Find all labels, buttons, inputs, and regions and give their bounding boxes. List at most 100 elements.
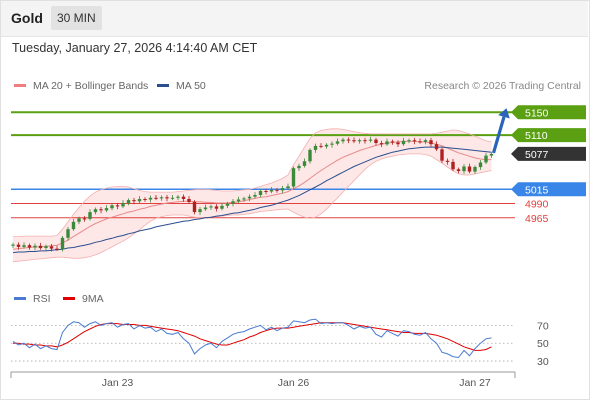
candle-body bbox=[390, 141, 395, 143]
candle-body bbox=[198, 209, 202, 213]
candle-body bbox=[60, 237, 65, 250]
candle-body bbox=[110, 205, 114, 209]
candle-body bbox=[176, 196, 180, 198]
candle-body bbox=[308, 149, 312, 162]
candle-body bbox=[330, 143, 334, 145]
legend-rsi-label: RSI bbox=[33, 293, 51, 305]
level-label-5015: 5015 bbox=[525, 184, 549, 196]
ma50-line bbox=[12, 146, 492, 254]
candles bbox=[11, 136, 494, 252]
candle-body bbox=[297, 165, 301, 169]
candle-body bbox=[181, 196, 186, 199]
candle-body bbox=[242, 198, 246, 200]
bollinger-band-fill bbox=[13, 128, 492, 262]
candle-body bbox=[313, 145, 318, 150]
candle-body bbox=[352, 140, 356, 142]
candle-body bbox=[88, 212, 92, 219]
candle-body bbox=[379, 143, 384, 145]
candle-body bbox=[286, 186, 290, 189]
legend-ma50-label: MA 50 bbox=[176, 80, 206, 92]
candle-body bbox=[11, 244, 15, 246]
candle-body bbox=[412, 140, 417, 142]
candle-body bbox=[374, 139, 378, 143]
candle-body bbox=[451, 161, 455, 170]
candle-body bbox=[401, 140, 406, 145]
x-tick-label: Jan 26 bbox=[278, 377, 310, 389]
candle-body bbox=[159, 197, 164, 199]
candle-body bbox=[115, 205, 120, 207]
candle-body bbox=[467, 166, 472, 172]
x-tick-label: Jan 27 bbox=[459, 377, 491, 389]
rsi-swatch bbox=[14, 296, 26, 300]
forecast-arrow-shaft bbox=[491, 116, 506, 154]
candle-body bbox=[192, 201, 197, 213]
candle-body bbox=[269, 189, 274, 192]
header-bar: Gold 30 MIN bbox=[0, 0, 588, 37]
level-label-5110: 5110 bbox=[525, 130, 548, 142]
candle-body bbox=[55, 248, 59, 250]
candle-body bbox=[236, 199, 241, 202]
legend-bb: MA 20 + Bollinger Bands bbox=[14, 80, 148, 92]
candle-body bbox=[99, 209, 103, 211]
candle-body bbox=[319, 145, 323, 147]
level-tag-5077 bbox=[511, 146, 586, 161]
candle-body bbox=[148, 197, 153, 200]
bb-upper-line bbox=[13, 128, 492, 238]
candle-body bbox=[187, 199, 191, 202]
ma20-line bbox=[12, 140, 492, 250]
legend-ma50: MA 50 bbox=[157, 80, 206, 92]
candle-body bbox=[93, 209, 98, 213]
candle-body bbox=[462, 166, 466, 172]
candle-body bbox=[368, 139, 373, 141]
candle-body bbox=[445, 160, 450, 162]
candle-body bbox=[247, 196, 252, 199]
candle-body bbox=[346, 139, 351, 141]
candle-body bbox=[335, 141, 340, 144]
level-label-5077: 5077 bbox=[525, 149, 549, 161]
candle-body bbox=[132, 200, 136, 202]
candle-body bbox=[357, 140, 362, 142]
candle-body bbox=[137, 199, 142, 202]
level-label-4965: 4965 bbox=[525, 213, 549, 225]
candle-body bbox=[291, 168, 296, 187]
candle-body bbox=[77, 218, 81, 222]
candle-body bbox=[418, 141, 422, 143]
level-tag-5110 bbox=[511, 128, 586, 143]
research-credit: Research © 2026 Trading Central bbox=[424, 80, 581, 92]
candle-body bbox=[440, 149, 444, 161]
candle-body bbox=[264, 191, 268, 192]
legend-rsi: RSI bbox=[14, 293, 51, 305]
candle-body bbox=[253, 195, 257, 197]
candle-body bbox=[280, 188, 285, 191]
ma50-swatch bbox=[157, 83, 169, 87]
bb-swatch bbox=[14, 83, 26, 87]
instrument-title: Gold bbox=[11, 10, 43, 26]
candle-body bbox=[456, 169, 461, 171]
candle-body bbox=[473, 167, 477, 172]
candle-body bbox=[154, 197, 158, 199]
candle-body bbox=[225, 203, 230, 206]
candle-body bbox=[231, 201, 235, 204]
ma9-swatch bbox=[63, 296, 75, 300]
candle-body bbox=[16, 244, 21, 247]
candle-body bbox=[203, 207, 208, 210]
candle-body bbox=[423, 140, 428, 142]
timeframe-badge[interactable]: 30 MIN bbox=[51, 6, 102, 30]
candle-body bbox=[258, 191, 263, 195]
candle-body bbox=[38, 245, 43, 249]
candle-body bbox=[170, 197, 175, 199]
rsi-tick-50: 50 bbox=[537, 338, 549, 350]
candle-body bbox=[396, 142, 400, 145]
rsi-line bbox=[12, 318, 492, 359]
candle-body bbox=[165, 197, 169, 199]
candle-body bbox=[33, 245, 37, 248]
candle-body bbox=[302, 161, 307, 166]
legend-9ma-label: 9MA bbox=[82, 293, 104, 305]
candle-body bbox=[434, 144, 439, 150]
candle-body bbox=[209, 206, 213, 208]
candle-body bbox=[214, 206, 219, 209]
candle-body bbox=[363, 140, 367, 142]
candle-body bbox=[220, 205, 224, 209]
candle-body bbox=[104, 208, 109, 211]
